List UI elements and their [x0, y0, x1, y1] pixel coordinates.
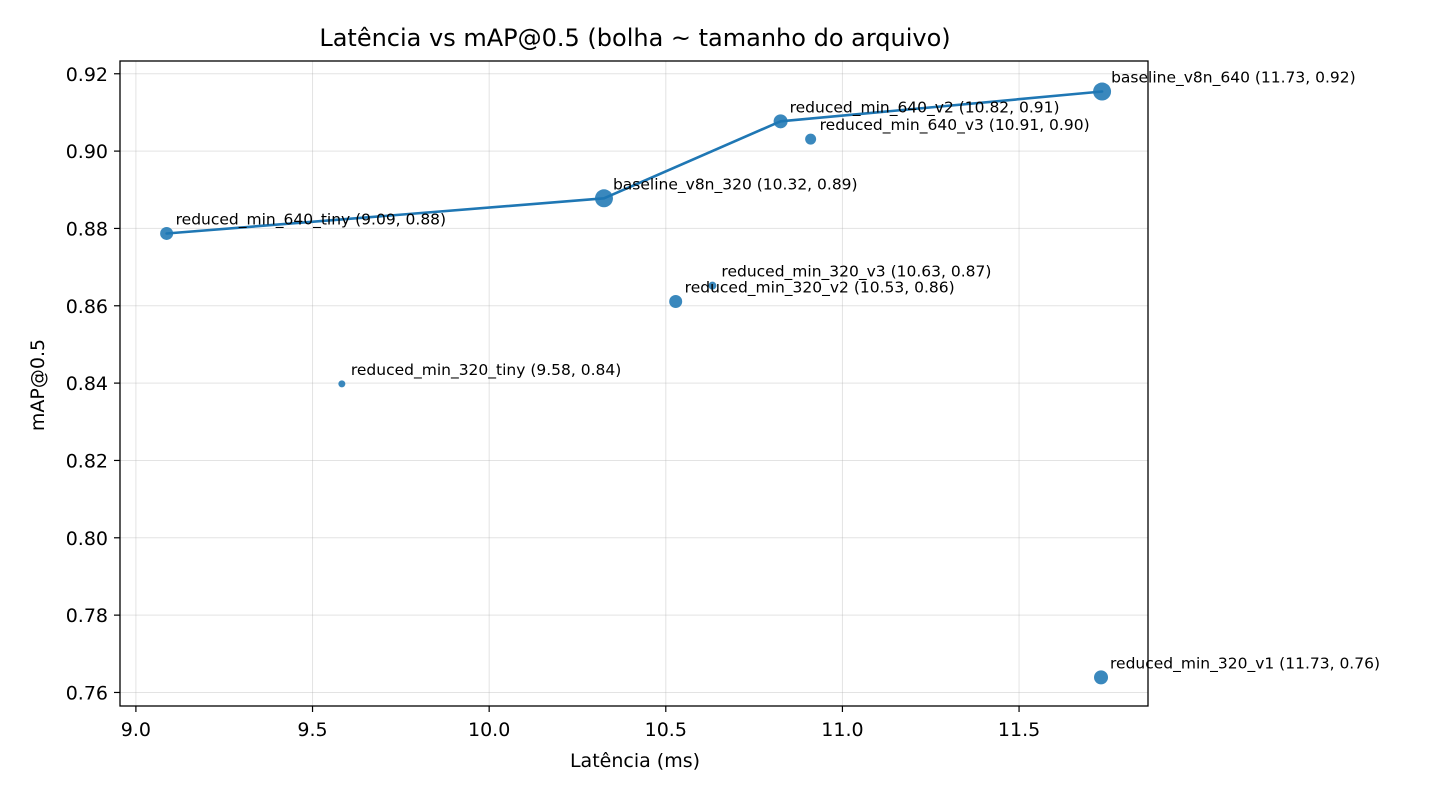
- data-point: [805, 133, 817, 145]
- y-axis-title: mAP@0.5: [27, 339, 49, 431]
- y-tick-label: 0.78: [66, 605, 108, 627]
- y-tick-label: 0.76: [66, 682, 108, 704]
- x-tick-label: 11.0: [821, 719, 863, 741]
- point-label: reduced_min_320_v1 (11.73, 0.76): [1110, 654, 1380, 673]
- point-label: reduced_min_640_tiny (9.09, 0.88): [176, 210, 446, 229]
- point-label: reduced_min_640_v2 (10.82, 0.91): [790, 98, 1060, 117]
- data-point: [708, 281, 717, 290]
- data-point: [669, 295, 683, 309]
- x-axis-title: Latência (ms): [570, 750, 700, 772]
- y-tick-label: 0.86: [66, 296, 108, 318]
- point-label: baseline_v8n_640 (11.73, 0.92): [1111, 69, 1356, 88]
- data-point: [160, 226, 174, 240]
- frontier-line-layer: [165, 90, 1104, 235]
- data-point: [594, 189, 613, 208]
- x-tick-label: 11.5: [998, 719, 1040, 741]
- x-tick-label: 9.0: [121, 719, 151, 741]
- data-point: [1093, 82, 1112, 101]
- point-label: reduced_min_320_v3 (10.63, 0.87): [721, 263, 991, 282]
- point-label: reduced_min_640_v3 (10.91, 0.90): [820, 116, 1090, 135]
- y-tick-label: 0.88: [66, 218, 108, 240]
- point-label: reduced_min_320_v2 (10.53, 0.86): [685, 279, 955, 298]
- y-tick-label: 0.92: [66, 64, 108, 86]
- x-tick-label: 10.5: [645, 719, 687, 741]
- y-tick-label: 0.90: [66, 141, 108, 163]
- point-label: reduced_min_320_tiny (9.58, 0.84): [351, 361, 621, 380]
- data-point: [773, 114, 788, 129]
- point-label: baseline_v8n_320 (10.32, 0.89): [613, 175, 858, 194]
- data-point: [1094, 670, 1109, 685]
- chart-title: Latência vs mAP@0.5 (bolha ~ tamanho do …: [319, 24, 950, 52]
- y-tick-label: 0.82: [66, 450, 108, 472]
- x-tick-label: 10.0: [468, 719, 510, 741]
- axis-ticks: 9.0 9.5 10.0 10.5 11.0 11.5 0.76 0.78 0.80 0.82 0.…: [66, 64, 1041, 741]
- frontier-line: [165, 90, 1104, 235]
- point-labels: baseline_v8n_640 (11.73, 0.92) reduced_mi…: [176, 69, 1380, 674]
- y-tick-label: 0.84: [66, 373, 108, 395]
- y-tick-label: 0.80: [66, 528, 108, 550]
- data-point: [338, 380, 346, 388]
- data-points: [160, 82, 1112, 685]
- grid: [120, 61, 1148, 706]
- x-tick-label: 9.5: [297, 719, 327, 741]
